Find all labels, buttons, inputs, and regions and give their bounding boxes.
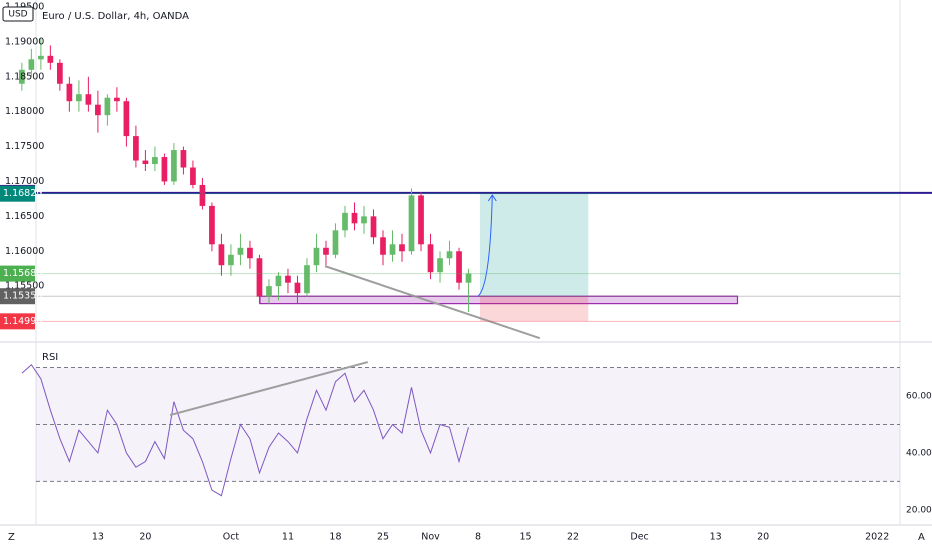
x-tick-label: Oct <box>223 532 240 543</box>
candle-body <box>95 104 101 116</box>
candle-body <box>418 195 424 245</box>
x-tick-label: 20 <box>139 532 151 543</box>
candle-body <box>228 254 234 266</box>
candle-body <box>247 247 253 259</box>
candle-body <box>465 273 472 283</box>
candle-body <box>180 150 187 168</box>
price-label: 1.15680 <box>3 268 42 279</box>
candle-body <box>285 275 291 283</box>
candle-body <box>237 247 244 255</box>
candle-body <box>114 97 120 102</box>
y-tick-label: 1.17500 <box>5 141 44 152</box>
candle-body <box>256 258 263 297</box>
candle-body <box>133 136 139 161</box>
x-tick-label: 2022 <box>865 532 889 543</box>
arrow <box>477 194 497 297</box>
trendline <box>324 265 541 340</box>
candle-body <box>351 212 358 224</box>
rsi-tick-label: 60.00 <box>906 391 932 401</box>
candle-body <box>57 62 63 84</box>
candle-body <box>19 69 25 84</box>
candle-body <box>199 184 206 206</box>
candle-body <box>294 282 301 294</box>
candle-body <box>446 251 453 259</box>
y-tick-label: 1.16000 <box>5 246 44 257</box>
candle-body <box>313 247 320 266</box>
y-tick-label: 1.18000 <box>5 106 44 117</box>
x-tick-label: Dec <box>630 532 648 543</box>
candle-body <box>171 150 177 182</box>
candle-body <box>104 97 111 116</box>
candle-body <box>427 244 434 273</box>
price-label-box <box>0 313 35 330</box>
price-label-box <box>0 185 35 202</box>
price-label: 1.14996 <box>3 316 42 327</box>
candle-body <box>332 230 339 255</box>
x-tick-label: 20 <box>757 532 769 543</box>
price-label: 1.15356 <box>3 291 42 302</box>
y-tick-label: 1.18500 <box>5 71 44 82</box>
y-tick-label: 1.17000 <box>5 176 44 187</box>
rsi-tick-label: 40.00 <box>906 448 932 458</box>
x-tick-label: 15 <box>520 532 532 543</box>
corner-left[interactable]: Z <box>8 532 15 543</box>
x-tick-label: 22 <box>567 532 579 543</box>
candle-body <box>38 55 44 60</box>
currency-box[interactable] <box>2 6 34 22</box>
candle-body <box>142 160 149 165</box>
candle-body <box>304 265 310 294</box>
candle-body <box>76 94 82 102</box>
price-label-box <box>0 265 35 282</box>
candle-body <box>342 212 348 231</box>
rsi-trendline <box>169 361 369 417</box>
candle-body <box>161 157 168 182</box>
currency: USD <box>8 10 27 20</box>
x-tick-label: 13 <box>92 532 104 543</box>
chart-title: Euro / U.S. Dollar, 4h, OANDA <box>42 11 189 22</box>
price-label: 1.16825 <box>3 188 42 199</box>
x-tick-label: 25 <box>377 532 389 543</box>
candle-body <box>152 157 158 165</box>
candle-body <box>370 216 377 238</box>
position-loss <box>479 296 589 322</box>
candle-body <box>66 83 73 102</box>
y-tick-label: 1.16500 <box>5 211 44 222</box>
position-profit <box>479 192 589 297</box>
y-tick-label: 1.19000 <box>5 36 44 47</box>
candle-body <box>47 55 54 63</box>
candle-body <box>437 258 443 273</box>
candle-body <box>389 244 396 255</box>
x-tick-label: Nov <box>421 532 440 543</box>
candle-body <box>85 94 92 105</box>
candle-body <box>275 275 282 287</box>
candle-body <box>323 247 329 255</box>
candle-body <box>190 167 196 185</box>
x-tick-label: 11 <box>282 532 294 543</box>
x-tick-label: 13 <box>710 532 722 543</box>
candle-body <box>408 195 415 252</box>
rsi-line <box>21 363 469 497</box>
candle-body <box>361 216 367 224</box>
candle-body <box>218 244 225 266</box>
candle-body <box>209 205 215 245</box>
candle-body <box>456 251 462 283</box>
candle-body <box>399 244 405 252</box>
price-label-box <box>0 288 35 305</box>
corner-right[interactable]: A <box>918 532 925 543</box>
rsi-title: RSI <box>42 352 58 363</box>
x-tick-label: 18 <box>329 532 341 543</box>
candle-body <box>266 286 272 297</box>
rsi-tick-label: 20.00 <box>906 505 932 515</box>
x-tick-label: 8 <box>475 532 481 543</box>
candle-body <box>28 59 35 70</box>
y-tick-label: 1.15500 <box>5 281 44 292</box>
candle-body <box>380 237 386 255</box>
candle-body <box>123 101 130 137</box>
